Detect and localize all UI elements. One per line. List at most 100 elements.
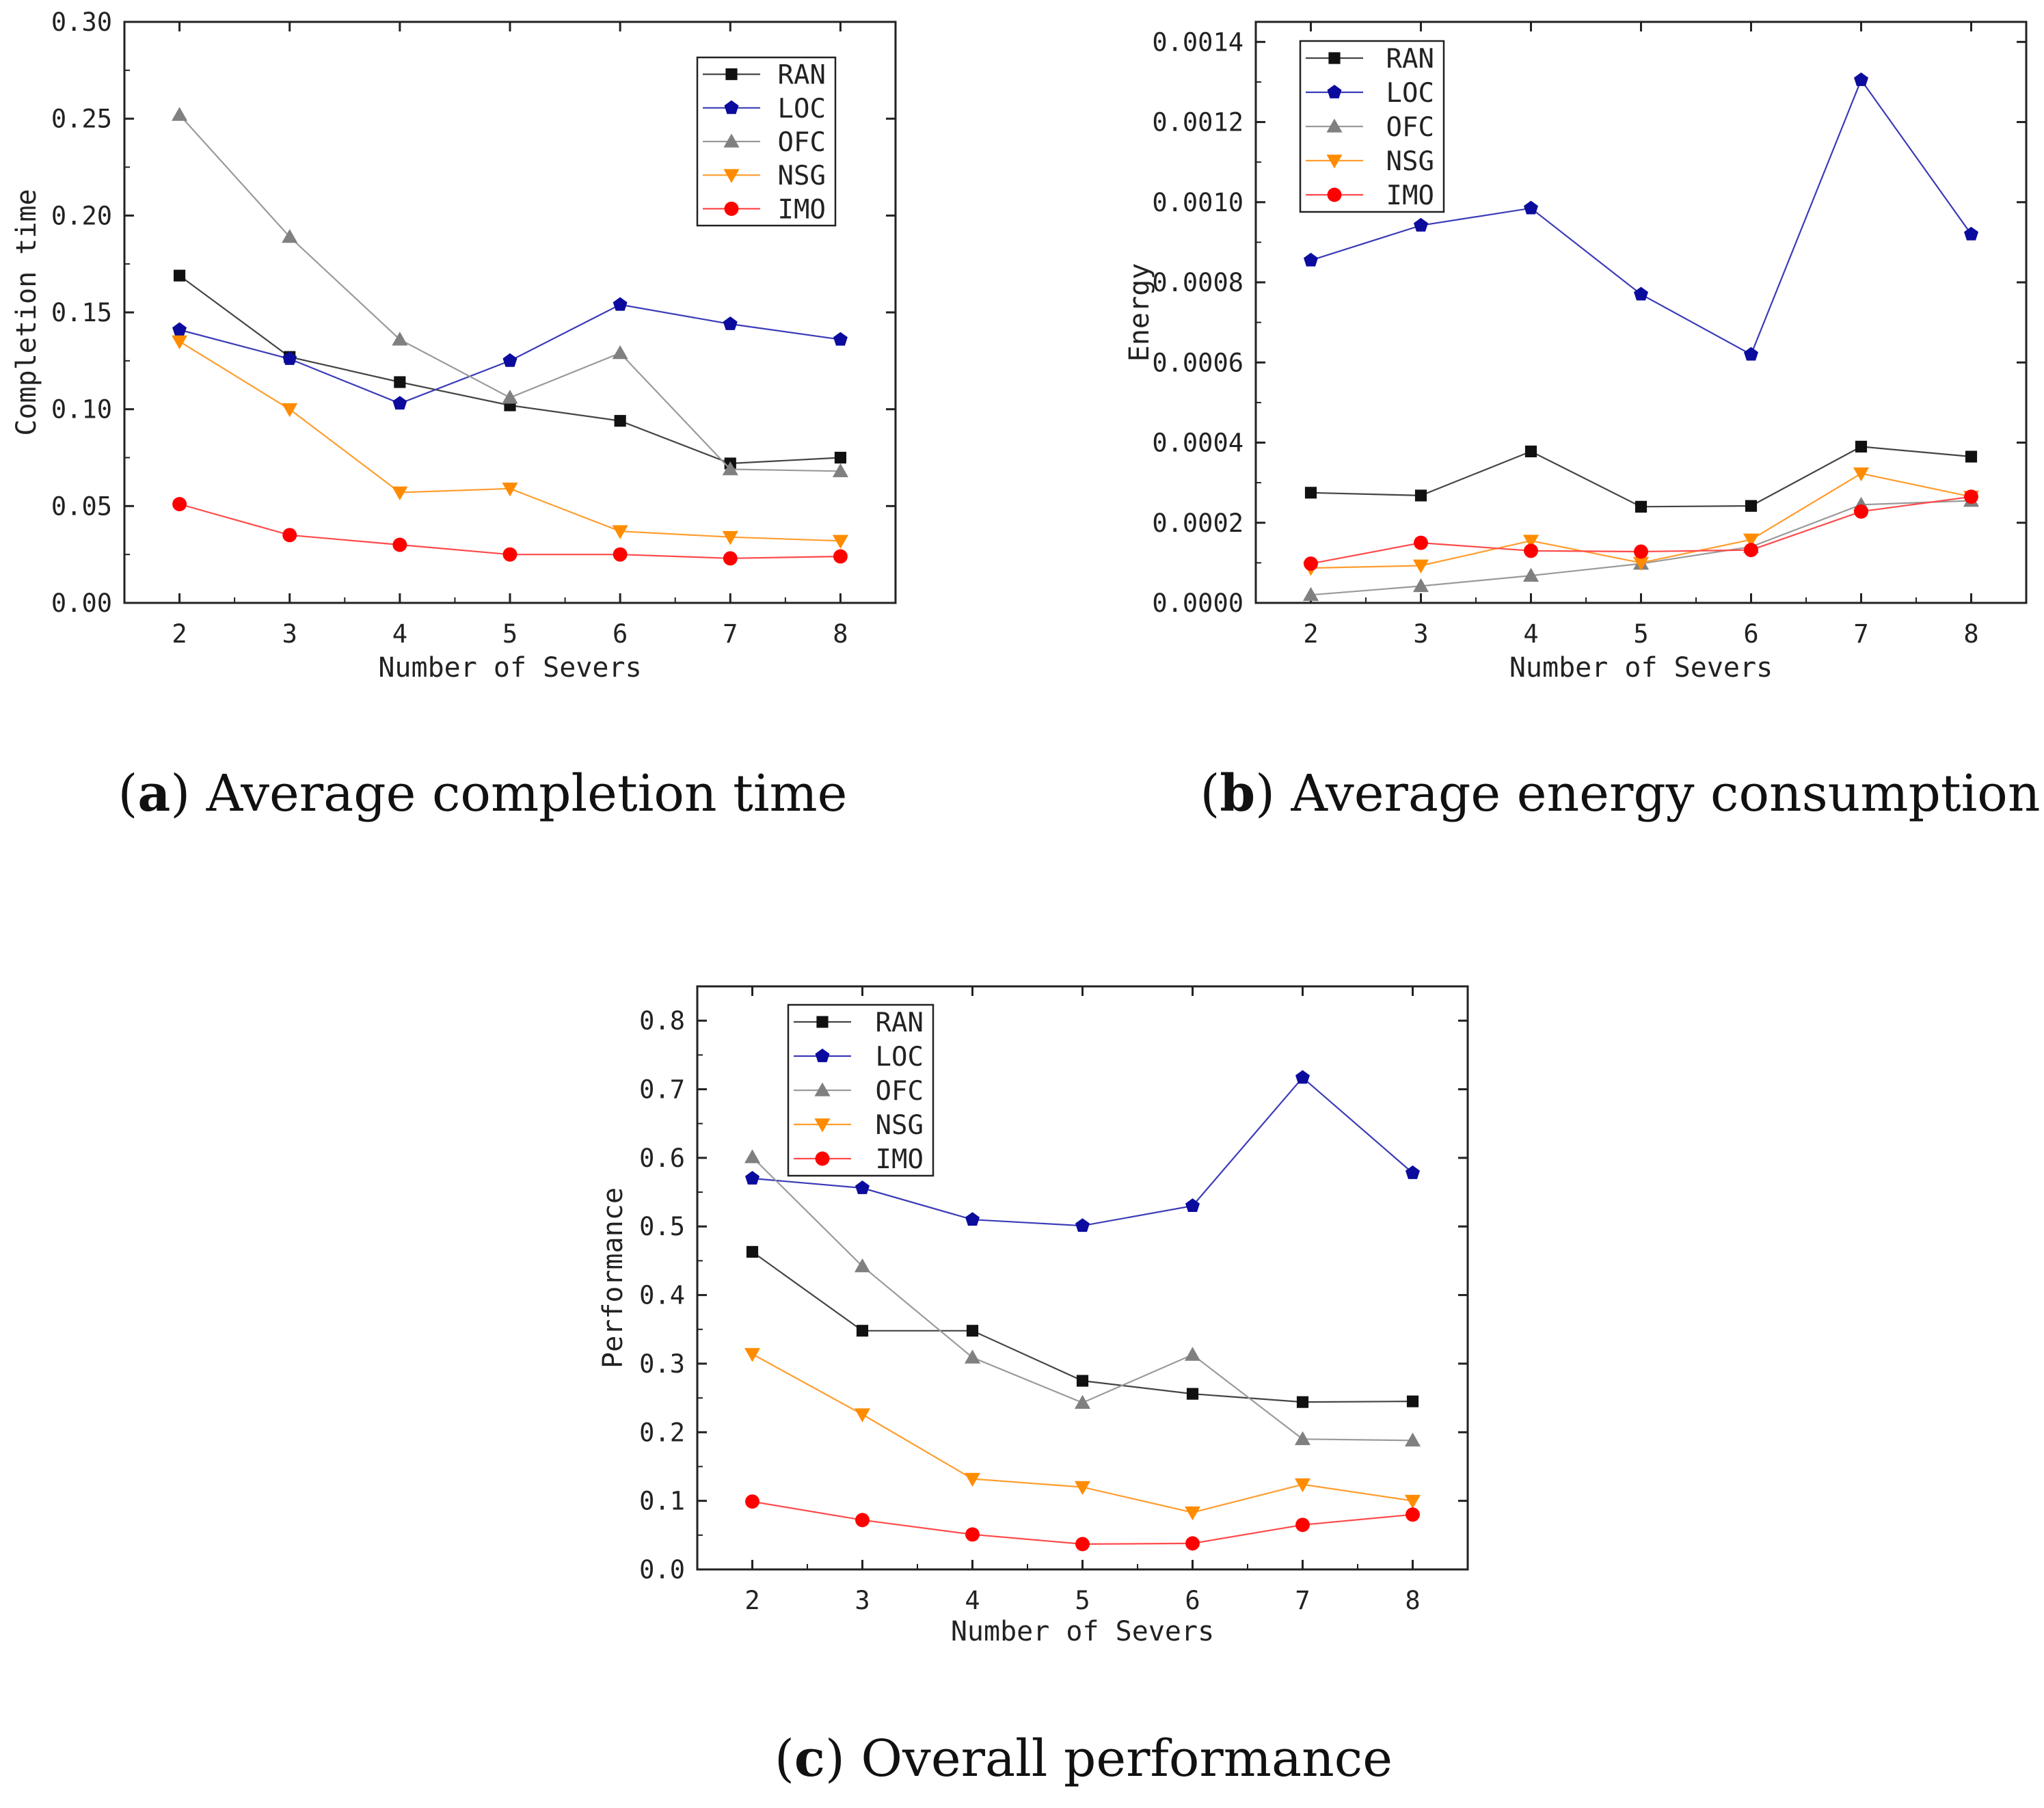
chart-panel-c: 2 3 4 5 6 7 8 0.0 0.1 0.2 0.3 0.4 0.5 0.6 0.7 0.8 Number… (597, 985, 1469, 1788)
caption-text: Overall performance (861, 1729, 1393, 1788)
data-point-loc (613, 297, 628, 311)
legend-label-nsg: NSG (876, 1110, 924, 1141)
y-axis-label: Completion time (11, 189, 42, 435)
legend-marker-loc (1327, 85, 1342, 98)
data-point-ofc (612, 345, 628, 360)
data-point-ofc (502, 390, 518, 404)
data-point-nsg (1412, 559, 1429, 574)
y-tick-label: 0.20 (51, 201, 112, 230)
legend-label-imo: IMO (876, 1144, 924, 1175)
data-point-loc (1414, 217, 1428, 232)
y-tick-label: 0.0004 (1152, 429, 1243, 458)
legend-label-ran: RAN (1386, 44, 1434, 75)
data-point-imo (1854, 504, 1868, 519)
data-point-ofc (1294, 1431, 1311, 1446)
data-point-nsg (722, 530, 738, 545)
data-point-nsg (1522, 535, 1539, 549)
series-imo (172, 497, 848, 566)
data-point-nsg (1294, 1478, 1311, 1493)
y-tick-label: 0.25 (51, 105, 112, 134)
x-tick-label: 3 (282, 619, 297, 649)
legend-label-ofc: OFC (1386, 112, 1434, 143)
x-tick-label: 7 (1853, 619, 1868, 649)
legend-label-ofc: OFC (778, 127, 826, 158)
x-tick-label: 3 (1413, 619, 1428, 649)
data-point-imo (392, 537, 407, 552)
data-point-ran (1635, 500, 1648, 513)
data-point-loc (1075, 1218, 1090, 1232)
y-tick-label: 0.0010 (1152, 188, 1243, 217)
data-point-ran (614, 415, 626, 427)
series-ofc (744, 1149, 1421, 1447)
data-point-ofc (854, 1258, 871, 1273)
x-tick-label: 8 (1405, 1586, 1420, 1615)
caption-letter: b (1220, 764, 1255, 823)
data-point-imo (1295, 1517, 1310, 1533)
data-point-nsg (1404, 1494, 1421, 1509)
data-point-loc (855, 1180, 870, 1194)
legend-label-ofc: OFC (876, 1076, 924, 1107)
legend-label-ran: RAN (778, 60, 826, 91)
data-point-ran (1186, 1388, 1199, 1400)
legend-marker-nsg (1326, 154, 1343, 169)
data-point-imo (282, 528, 297, 543)
series-imo (745, 1494, 1420, 1552)
data-point-ran (1524, 445, 1537, 457)
data-point-ran (1076, 1375, 1089, 1387)
legend-marker-ofc (723, 133, 740, 148)
x-tick-label: 8 (1963, 619, 1978, 649)
data-point-loc (745, 1171, 759, 1185)
y-tick-label: 0.1 (639, 1487, 685, 1516)
x-tick-label: 5 (1633, 619, 1648, 649)
data-point-ofc (722, 461, 738, 476)
data-point-ofc (744, 1149, 761, 1163)
legend-label-ran: RAN (876, 1008, 924, 1038)
caption-paren-open: ( (1200, 764, 1220, 823)
data-point-loc (1744, 347, 1758, 361)
x-tick-label: 7 (723, 619, 738, 649)
y-tick-label: 0.0002 (1152, 509, 1243, 538)
x-tick-label: 4 (392, 619, 407, 649)
data-point-imo (1964, 489, 1978, 504)
data-point-imo (1185, 1536, 1200, 1551)
data-point-nsg (1853, 467, 1870, 482)
x-tick-label: 4 (1523, 619, 1538, 649)
data-point-ofc (282, 228, 298, 243)
x-tick-label: 2 (1303, 619, 1318, 649)
data-point-loc (723, 316, 738, 330)
data-point-loc (1964, 226, 1978, 241)
data-point-ofc (392, 332, 408, 346)
data-point-ran (1296, 1396, 1309, 1408)
data-point-ran (746, 1245, 759, 1258)
legend-marker-imo (724, 201, 739, 216)
legend-marker-ran (1328, 52, 1341, 64)
data-point-nsg (282, 403, 298, 418)
x-tick-label: 5 (502, 619, 517, 649)
y-tick-label: 0.0008 (1152, 268, 1243, 297)
y-tick-label: 0.10 (51, 395, 112, 424)
x-axis-label: Number of Severs (951, 1616, 1214, 1647)
y-tick-label: 0.2 (639, 1418, 685, 1447)
y-tick-label: 0.4 (639, 1281, 685, 1310)
caption-text: Average completion time (206, 764, 848, 823)
x-tick-label: 8 (833, 619, 848, 649)
series-imo (1304, 489, 1978, 571)
x-tick-label: 4 (965, 1586, 980, 1615)
x-tick-label: 6 (1743, 619, 1758, 649)
legend-marker-imo (815, 1151, 830, 1166)
data-point-ofc (1404, 1432, 1421, 1447)
legend-marker-imo (1327, 187, 1342, 202)
y-tick-label: 0.30 (51, 8, 112, 37)
legend-marker-nsg (723, 169, 740, 183)
legend-marker-loc (815, 1049, 830, 1062)
series-nsg (744, 1348, 1421, 1521)
x-tick-label: 6 (613, 619, 628, 649)
data-point-ofc (1302, 586, 1319, 602)
data-point-ran (1406, 1395, 1419, 1407)
legend-marker-ran (816, 1016, 829, 1028)
data-point-loc (1295, 1070, 1310, 1084)
data-point-imo (1744, 543, 1758, 558)
data-point-loc (1406, 1165, 1420, 1179)
